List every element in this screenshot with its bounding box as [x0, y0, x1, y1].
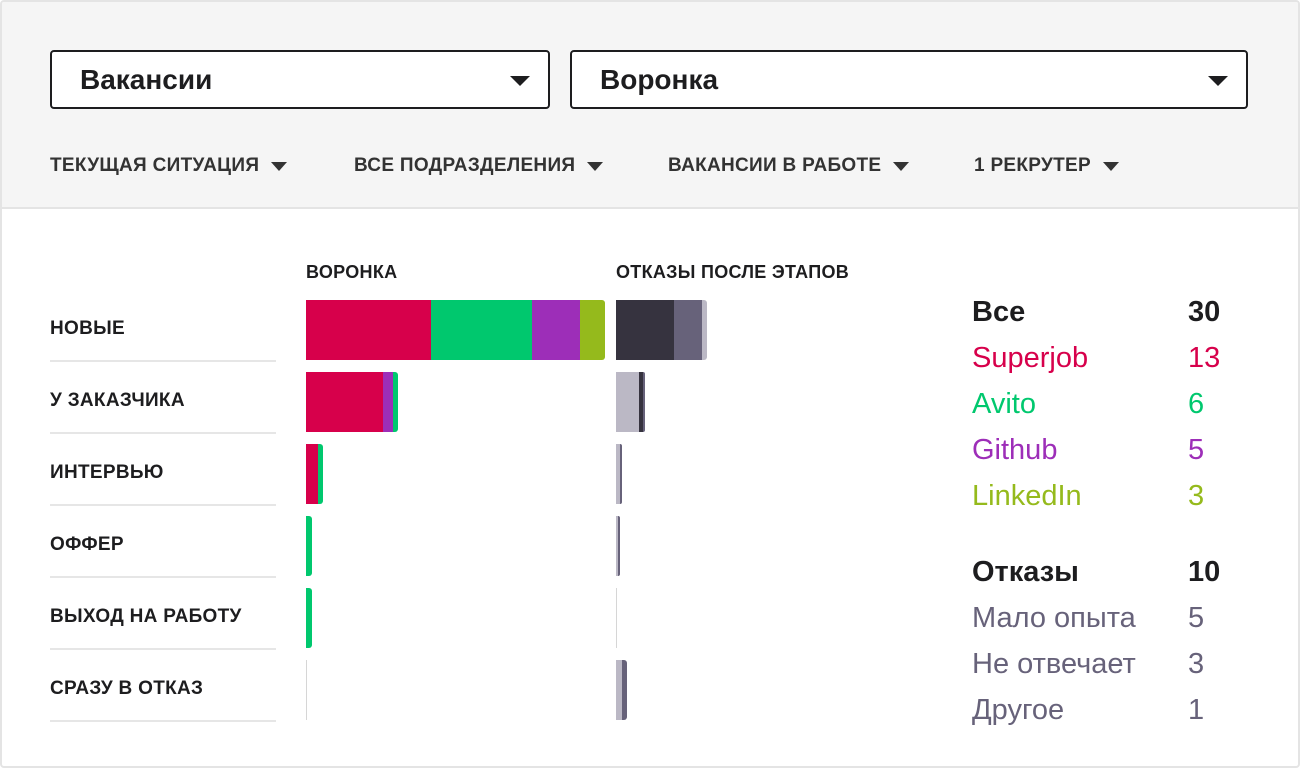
stage-row: ВЫХОД НА РАБОТУ: [50, 578, 276, 650]
stage-label: НОВЫЕ: [50, 318, 125, 339]
recruiter-filter[interactable]: 1 РЕКРУТЕР: [974, 153, 1119, 179]
rejections-chart-title: ОТКАЗЫ ПОСЛЕ ЭТАПОВ: [616, 262, 850, 282]
vacancy-status-filter[interactable]: ВАКАНСИИ В РАБОТЕ: [668, 153, 910, 179]
chevron-down-icon: [1208, 76, 1228, 86]
stage-row: СРАЗУ В ОТКАЗ: [50, 650, 276, 722]
stage-row: У ЗАКАЗЧИКА: [50, 362, 276, 434]
legend-item-label[interactable]: Мало опыта: [972, 602, 1136, 634]
legend-total-value: 10: [1188, 556, 1221, 588]
bar-baseline: [306, 660, 307, 720]
legend-item-value: 13: [1188, 342, 1221, 374]
funnel-chart-title: ВОРОНКА: [306, 262, 398, 282]
stage-row: ИНТЕРВЬЮ: [50, 434, 276, 506]
legend-item-label[interactable]: Github: [972, 434, 1058, 466]
bar-segment[interactable]: [639, 372, 643, 432]
bar-segment[interactable]: [317, 444, 324, 504]
legend-item-label[interactable]: LinkedIn: [972, 480, 1082, 512]
filter-panel: Вакансии Воронка ТЕКУЩАЯ СИТУАЦИЯ ВСЕ ПО…: [2, 2, 1298, 209]
bar-segment[interactable]: [531, 300, 580, 360]
stage-row: НОВЫЕ: [50, 290, 276, 362]
stage-label: СРАЗУ В ОТКАЗ: [50, 678, 204, 699]
bar-segment[interactable]: [306, 588, 312, 648]
legend-item-label[interactable]: Другое: [972, 694, 1065, 726]
stage-row: ОФФЕР: [50, 506, 276, 578]
bar-segment[interactable]: [621, 660, 627, 720]
bar-segment[interactable]: [392, 372, 399, 432]
legend-item-label[interactable]: Avito: [972, 388, 1036, 420]
period-filter-label: ТЕКУЩАЯ СИТУАЦИЯ: [50, 155, 260, 176]
bar-segment[interactable]: [382, 372, 393, 432]
bar-segment[interactable]: [306, 300, 431, 360]
department-filter[interactable]: ВСЕ ПОДРАЗДЕЛЕНИЯ: [354, 153, 604, 179]
caret-down-icon: [1102, 161, 1119, 171]
stage-label: ОФФЕР: [50, 534, 124, 555]
caret-down-icon: [893, 161, 910, 171]
caret-down-icon: [587, 161, 604, 171]
bar-segment[interactable]: [673, 300, 702, 360]
bar-baseline: [616, 588, 617, 648]
legend-total-value: 30: [1188, 296, 1221, 328]
legend-item-value: 5: [1188, 602, 1205, 634]
legend-item-value: 6: [1188, 388, 1205, 420]
legend-total-label: Отказы: [972, 556, 1079, 588]
legend-item-value: 3: [1188, 648, 1205, 680]
bar-segment[interactable]: [306, 372, 383, 432]
bar-segment[interactable]: [616, 444, 620, 504]
bar-segment[interactable]: [616, 660, 622, 720]
bar-segment[interactable]: [579, 300, 605, 360]
bar-segment[interactable]: [642, 372, 645, 432]
bar-segment[interactable]: [616, 372, 640, 432]
chevron-down-icon: [510, 76, 530, 86]
caret-down-icon: [271, 161, 288, 171]
bar-segment[interactable]: [619, 444, 622, 504]
stage-label: ВЫХОД НА РАБОТУ: [50, 606, 242, 627]
legend-item-label[interactable]: Не отвечает: [972, 648, 1136, 680]
bar-segment[interactable]: [306, 516, 312, 576]
legend-item-value: 5: [1188, 434, 1205, 466]
report-view-value: Воронка: [600, 64, 719, 95]
vacancy-status-filter-label: ВАКАНСИИ В РАБОТЕ: [668, 155, 882, 176]
recruiter-filter-label: 1 РЕКРУТЕР: [974, 155, 1091, 176]
bar-segment[interactable]: [306, 444, 318, 504]
period-filter[interactable]: ТЕКУЩАЯ СИТУАЦИЯ: [50, 153, 288, 179]
stage-label: У ЗАКАЗЧИКА: [50, 390, 185, 411]
report-view-select[interactable]: Воронка: [570, 50, 1248, 109]
stage-label: ИНТЕРВЬЮ: [50, 462, 164, 483]
legend-item-value: 1: [1188, 694, 1205, 726]
bar-segment[interactable]: [616, 516, 618, 576]
legend-item-value: 3: [1188, 480, 1205, 512]
bar-segment[interactable]: [701, 300, 708, 360]
legend-total-label: Все: [972, 296, 1026, 328]
department-filter-label: ВСЕ ПОДРАЗДЕЛЕНИЯ: [354, 155, 576, 176]
report-type-value: Вакансии: [80, 64, 213, 95]
bar-segment[interactable]: [430, 300, 532, 360]
report-type-select[interactable]: Вакансии: [50, 50, 550, 109]
legend-item-label[interactable]: Superjob: [972, 342, 1089, 374]
bar-segment[interactable]: [616, 300, 674, 360]
bar-segment[interactable]: [618, 516, 620, 576]
